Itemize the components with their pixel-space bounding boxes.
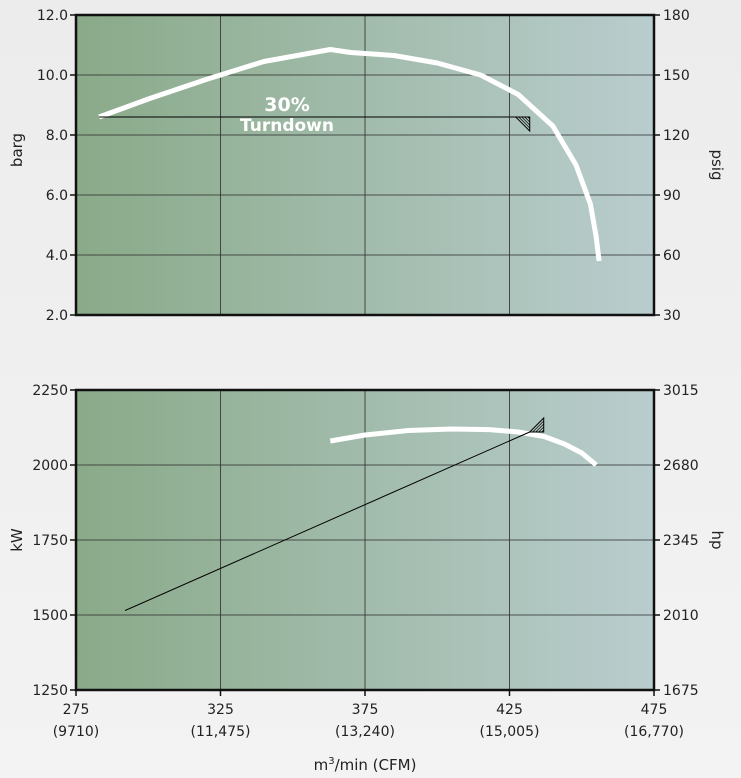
pressure-y-axis-label: barg (8, 133, 26, 167)
turndown-annotation: 30%Turndown (99, 94, 531, 136)
power-y-ticks: 1250 1500 1750 2000 2250 (32, 383, 76, 699)
turndown-label-line1: 30% (264, 94, 309, 116)
power-y-tick-label: 1500 (32, 608, 68, 624)
x-tick-label: 425 (496, 702, 523, 718)
pressure-grid (76, 15, 654, 315)
x-axis-label-main: m (314, 756, 329, 774)
x-axis-label: m3/min (CFM) (314, 756, 417, 774)
pressure-y-tick-label: 12.0 (37, 8, 68, 24)
x-axis-label-sup: 3 (328, 756, 334, 767)
x-tick-sublabel: (13,240) (335, 724, 395, 740)
turndown-marker (514, 116, 531, 133)
x-tick-sublabel: (15,005) (480, 724, 540, 740)
power-y-tick-label: 2000 (32, 458, 68, 474)
pressure-y-tick-label: 10.0 (37, 68, 68, 84)
turndown-marker-hatch (521, 116, 530, 126)
power-y2-tick-label: 3015 (663, 383, 699, 399)
turndown-marker-hatch (524, 116, 530, 123)
x-tick-label: 375 (352, 702, 379, 718)
power-chart: 1250 1500 1750 2000 2250 1675 2010 2345 2680 301… (8, 383, 726, 699)
x-tick-label: 275 (63, 702, 90, 718)
pressure-y2-tick-label: 120 (663, 128, 690, 144)
pressure-y2-tick-label: 180 (663, 8, 690, 24)
pressure-y-tick-label: 2.0 (46, 308, 68, 324)
pressure-curve (98, 47, 602, 262)
turndown-marker-hatch (527, 116, 530, 120)
pressure-y-tick-label: 6.0 (46, 188, 68, 204)
pressure-plot-frame (74, 13, 656, 317)
power-marker-hatch (532, 420, 544, 433)
power-series (124, 426, 598, 611)
pressure-y2-tick-label: 90 (663, 188, 681, 204)
pressure-y-tick-label: 4.0 (46, 248, 68, 264)
power-y-tick-label: 1250 (32, 683, 68, 699)
pressure-chart: 2.0 4.0 6.0 8.0 10.0 12.0 30 60 90 120 150 180 30%… (8, 8, 726, 324)
pressure-y2-tick-label: 60 (663, 248, 681, 264)
power-marker-triangle (528, 416, 545, 433)
pressure-y2-axis-label: psig (708, 149, 726, 180)
power-y-axis-label: kW (8, 528, 26, 552)
power-marker-hatch (541, 429, 544, 433)
power-curve (329, 426, 598, 467)
turndown-marker-hatch (518, 116, 530, 129)
power-y2-ticks: 1675 2010 2345 2680 3015 (654, 383, 699, 699)
turndown-label-line2: Turndown (240, 116, 334, 136)
x-tick-sublabel: (11,475) (191, 724, 251, 740)
pressure-y-ticks: 2.0 4.0 6.0 8.0 10.0 12.0 (37, 8, 76, 324)
power-y-tick-label: 1750 (32, 533, 68, 549)
power-marker-hatch (535, 423, 544, 433)
power-y2-tick-label: 2010 (663, 608, 699, 624)
x-tick-sublabel: (16,770) (624, 724, 684, 740)
power-marker-hatch (538, 426, 544, 433)
x-tick-sublabel: (9710) (53, 724, 100, 740)
x-tick-label: 325 (207, 702, 234, 718)
power-y-tick-label: 2250 (32, 383, 68, 399)
pressure-y-tick-label: 8.0 (46, 128, 68, 144)
power-load-line (124, 431, 530, 611)
x-axis-label-rest: /min (CFM) (335, 756, 417, 774)
x-axis-ticks: 275 (9710) 325 (11,475) 375 (13,240) 425 (15,00… (53, 690, 684, 740)
power-y2-axis-label: hp (708, 530, 726, 549)
pressure-y2-ticks: 30 60 90 120 150 180 (654, 8, 690, 324)
pressure-y2-tick-label: 30 (663, 308, 681, 324)
power-y2-tick-label: 2345 (663, 533, 699, 549)
pressure-y2-tick-label: 150 (663, 68, 690, 84)
power-marker (528, 416, 545, 433)
pressure-series (98, 47, 602, 262)
power-grid (76, 390, 654, 690)
power-y2-tick-label: 2680 (663, 458, 699, 474)
x-tick-label: 475 (641, 702, 668, 718)
power-y2-tick-label: 1675 (663, 683, 699, 699)
